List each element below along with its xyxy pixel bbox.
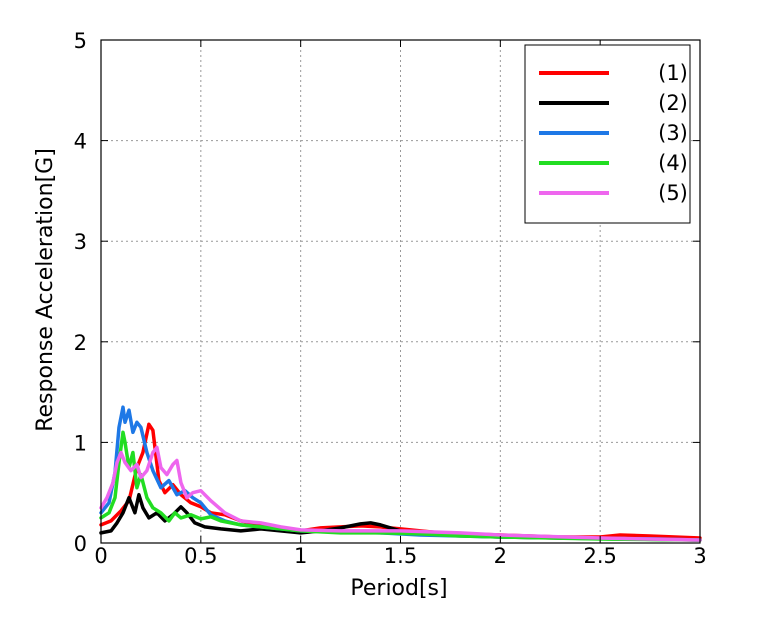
x-tick-label-2: 1 xyxy=(294,544,307,568)
legend: (1) (2) (3) (4) (5) xyxy=(524,44,691,224)
x-tick-label-3: 1.5 xyxy=(384,544,417,568)
legend-label-1: (1) xyxy=(658,61,688,85)
y-tick-label-1: 1 xyxy=(74,431,87,455)
series-line-5 xyxy=(99,445,702,542)
x-tick-label-6: 3 xyxy=(693,544,706,568)
x-tick-label-1: 0.5 xyxy=(184,544,217,568)
x-axis-label: Period[s] xyxy=(350,576,447,601)
y-tick-label-0: 0 xyxy=(74,532,87,556)
data-series xyxy=(99,405,702,542)
legend-label-3: (3) xyxy=(658,121,688,145)
y-tick-label-2: 2 xyxy=(74,331,87,355)
x-tick-label-0: 0 xyxy=(94,544,107,568)
y-tick-label-3: 3 xyxy=(74,230,87,254)
y-tick-label-5: 5 xyxy=(74,29,87,53)
series-line-4 xyxy=(99,430,702,542)
legend-label-2: (2) xyxy=(658,91,688,115)
axes: 0 0.5 1 1.5 2 2.5 3 0 1 2 3 4 5 xyxy=(74,29,707,568)
y-tick-label-4: 4 xyxy=(74,130,87,154)
legend-label-4: (4) xyxy=(658,151,688,175)
grid-lines xyxy=(101,40,700,543)
y-axis-label: Response Acceleration[G] xyxy=(33,148,58,432)
x-tick-label-5: 2.5 xyxy=(583,544,616,568)
legend-label-5: (5) xyxy=(658,181,688,205)
x-tick-label-4: 2 xyxy=(494,544,507,568)
